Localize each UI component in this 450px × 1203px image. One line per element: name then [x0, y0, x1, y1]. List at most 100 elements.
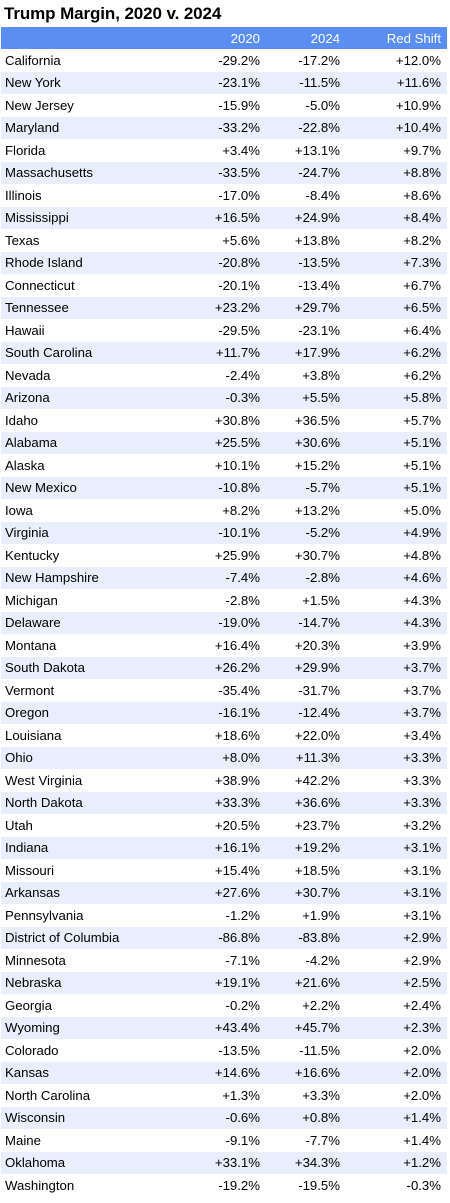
table-row: North Dakota +33.3% +36.6% +3.3% — [1, 791, 447, 814]
cell-state: Rhode Island — [5, 255, 83, 271]
cell-state: Maryland — [5, 120, 60, 136]
cell-2024: -13.5% — [298, 255, 340, 271]
cell-red-shift: +2.3% — [403, 1020, 441, 1036]
cell-2024: -13.4% — [298, 277, 340, 293]
cell-2024: +1.9% — [302, 907, 340, 923]
cell-2020: +16.5% — [214, 210, 260, 226]
cell-state: Virginia — [5, 525, 49, 541]
cell-2024: +19.2% — [294, 840, 340, 856]
cell-state: North Carolina — [5, 1087, 91, 1103]
cell-state: South Dakota — [5, 660, 85, 676]
table-row: Kansas +14.6% +16.6% +2.0% — [1, 1061, 447, 1084]
cell-state: Massachusetts — [5, 165, 93, 181]
cell-2024: +3.8% — [302, 367, 340, 383]
cell-red-shift: +2.9% — [403, 930, 441, 946]
cell-2024: +21.6% — [294, 975, 340, 991]
cell-2024: +2.2% — [302, 997, 340, 1013]
cell-2024: +20.3% — [294, 637, 340, 653]
cell-state: Idaho — [5, 412, 39, 428]
cell-2024: +5.5% — [302, 390, 340, 406]
cell-2020: -2.4% — [225, 367, 260, 383]
cell-2020: -7.4% — [225, 570, 260, 586]
cell-2024: -23.1% — [298, 322, 340, 338]
cell-2020: -19.2% — [218, 1177, 260, 1193]
cell-state: Illinois — [5, 187, 42, 203]
cell-red-shift: +6.7% — [403, 277, 441, 293]
cell-state: Delaware — [5, 615, 61, 631]
cell-red-shift: +8.8% — [403, 165, 441, 181]
cell-state: Oregon — [5, 705, 49, 721]
table-row: Florida +3.4% +13.1% +9.7% — [1, 139, 447, 162]
cell-state: Nevada — [5, 367, 51, 383]
cell-2020: -1.2% — [225, 907, 260, 923]
table-row: Louisiana +18.6% +22.0% +3.4% — [1, 724, 447, 747]
cell-2020: +30.8% — [214, 412, 260, 428]
table-row: West Virginia +38.9% +42.2% +3.3% — [1, 769, 447, 792]
cell-red-shift: +3.7% — [403, 705, 441, 721]
margin-table: 2020 2024 Red Shift California -29.2% -17.… — [1, 27, 447, 1197]
cell-state: District of Columbia — [5, 930, 120, 946]
table-row: Minnesota -7.1% -4.2% +2.9% — [1, 949, 447, 972]
cell-2024: +1.5% — [302, 592, 340, 608]
cell-state: Washington — [5, 1177, 75, 1193]
cell-red-shift: +6.2% — [403, 367, 441, 383]
cell-red-shift: +3.4% — [403, 727, 441, 743]
cell-red-shift: +4.3% — [403, 592, 441, 608]
cell-2024: +0.8% — [302, 1110, 340, 1126]
cell-red-shift: +10.9% — [395, 97, 441, 113]
cell-2020: +33.3% — [214, 795, 260, 811]
table-row: Wyoming +43.4% +45.7% +2.3% — [1, 1016, 447, 1039]
cell-red-shift: +9.7% — [403, 142, 441, 158]
cell-2024: +30.6% — [294, 435, 340, 451]
table-row: Oklahoma +33.1% +34.3% +1.2% — [1, 1151, 447, 1174]
cell-2020: +25.5% — [214, 435, 260, 451]
table-row: Alaska +10.1% +15.2% +5.1% — [1, 454, 447, 477]
cell-state: West Virginia — [5, 772, 83, 788]
table-row: Mississippi +16.5% +24.9% +8.4% — [1, 206, 447, 229]
table-row: Massachusetts -33.5% -24.7% +8.8% — [1, 161, 447, 184]
cell-red-shift: +5.0% — [403, 502, 441, 518]
cell-2020: +25.9% — [214, 547, 260, 563]
cell-state: Mississippi — [5, 210, 69, 226]
cell-state: Wisconsin — [5, 1110, 66, 1126]
cell-state: New York — [5, 75, 61, 91]
cell-2020: -20.1% — [218, 277, 260, 293]
cell-state: Nebraska — [5, 975, 62, 991]
cell-red-shift: +1.2% — [403, 1155, 441, 1171]
table-row: South Carolina +11.7% +17.9% +6.2% — [1, 341, 447, 364]
cell-red-shift: +3.3% — [403, 750, 441, 766]
header-2024: 2024 — [310, 30, 340, 46]
table-row: Virginia -10.1% -5.2% +4.9% — [1, 521, 447, 544]
cell-state: New Jersey — [5, 97, 74, 113]
cell-red-shift: +2.0% — [403, 1042, 441, 1058]
cell-state: Minnesota — [5, 952, 66, 968]
cell-2020: -29.5% — [218, 322, 260, 338]
cell-2020: +16.1% — [214, 840, 260, 856]
table-row: Michigan -2.8% +1.5% +4.3% — [1, 589, 447, 612]
cell-2020: +3.4% — [222, 142, 260, 158]
cell-2024: +18.5% — [294, 862, 340, 878]
cell-2020: +27.6% — [214, 885, 260, 901]
table-row: North Carolina +1.3% +3.3% +2.0% — [1, 1084, 447, 1107]
cell-2020: -0.2% — [225, 997, 260, 1013]
cell-red-shift: +3.1% — [403, 840, 441, 856]
cell-red-shift: +4.3% — [403, 615, 441, 631]
cell-state: Pennsylvania — [5, 907, 84, 923]
cell-2020: +11.7% — [215, 345, 260, 361]
cell-red-shift: +5.1% — [403, 457, 441, 473]
cell-2024: +3.3% — [302, 1087, 340, 1103]
cell-2024: +24.9% — [294, 210, 340, 226]
cell-2020: -20.8% — [218, 255, 260, 271]
cell-2020: -23.1% — [218, 75, 260, 91]
cell-2020: +10.1% — [214, 457, 260, 473]
table-row: Rhode Island -20.8% -13.5% +7.3% — [1, 251, 447, 274]
cell-2024: -5.0% — [305, 97, 340, 113]
cell-state: Louisiana — [5, 727, 62, 743]
cell-state: Hawaii — [5, 322, 45, 338]
table-row: South Dakota +26.2% +29.9% +3.7% — [1, 656, 447, 679]
cell-2024: -7.7% — [305, 1132, 340, 1148]
cell-red-shift: +3.1% — [403, 862, 441, 878]
cell-state: Alabama — [5, 435, 58, 451]
table-row: Texas +5.6% +13.8% +8.2% — [1, 229, 447, 252]
cell-2020: -2.8% — [225, 592, 260, 608]
